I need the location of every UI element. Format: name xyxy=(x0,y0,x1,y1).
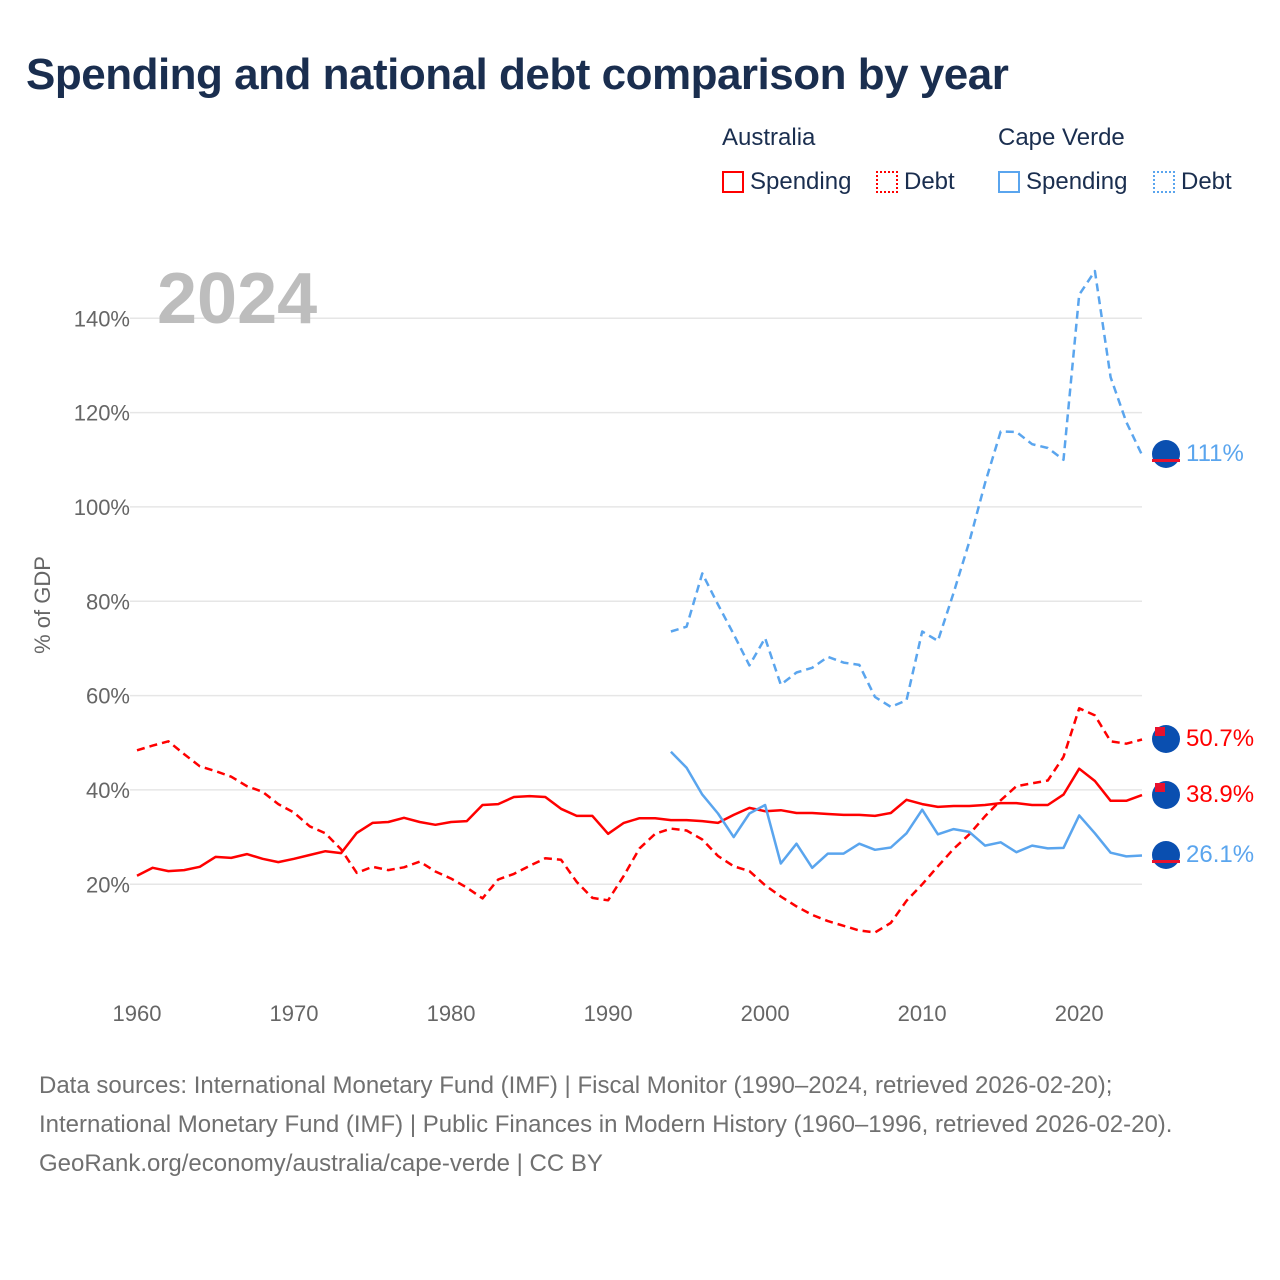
dotted-swatch-icon xyxy=(876,171,898,193)
flag-union-jack xyxy=(1155,727,1165,736)
end-value-label: 38.9% xyxy=(1186,781,1254,808)
legend-group-cape-verde: Cape Verde xyxy=(998,124,1125,151)
y-tick-label: 120% xyxy=(74,401,130,426)
end-value-label: 111% xyxy=(1186,440,1244,467)
cape-verde-flag-icon xyxy=(1152,841,1180,869)
credit-link[interactable]: GeoRank.org/economy/australia/cape-verde… xyxy=(39,1150,603,1177)
x-tick-label: 2010 xyxy=(898,1001,947,1026)
dotted-swatch-icon xyxy=(1153,171,1175,193)
x-tick-label: 1970 xyxy=(270,1001,319,1026)
data-sources: Data sources: International Monetary Fun… xyxy=(39,1072,1173,1138)
series-line-cape-verde-spending xyxy=(670,750,1143,870)
legend-label: Spending xyxy=(1026,168,1128,195)
y-tick-label: 140% xyxy=(74,306,130,331)
legend-label: Debt xyxy=(904,168,955,195)
flag-stripe xyxy=(1152,459,1180,462)
y-tick-label: 100% xyxy=(74,495,130,520)
legend-item-australia-debt[interactable]: Debt xyxy=(876,168,955,196)
legend-label: Spending xyxy=(750,168,852,195)
flag-union-jack xyxy=(1155,783,1165,792)
y-axis-label: % of GDP xyxy=(30,556,55,654)
end-value-label: 50.7% xyxy=(1186,725,1254,752)
y-tick-label: 20% xyxy=(86,872,130,897)
y-tick-label: 40% xyxy=(86,778,130,803)
y-tick-label: 80% xyxy=(86,589,130,614)
legend-label: Debt xyxy=(1181,168,1232,195)
cape-verde-flag-icon xyxy=(1152,440,1180,468)
series-line-australia-debt xyxy=(136,707,1143,934)
footer: Data sources: International Monetary Fun… xyxy=(39,1066,1239,1183)
x-tick-label: 2020 xyxy=(1055,1001,1104,1026)
x-tick-label: 1960 xyxy=(113,1001,162,1026)
x-tick-label: 1990 xyxy=(584,1001,633,1026)
y-tick-label: 60% xyxy=(86,684,130,709)
series-line-cape-verde-debt xyxy=(670,269,1144,709)
x-tick-label: 1980 xyxy=(427,1001,476,1026)
year-watermark: 2024 xyxy=(157,259,317,339)
solid-swatch-icon xyxy=(722,171,744,193)
chart-title: Spending and national debt comparison by… xyxy=(26,50,1009,99)
legend-item-cape-verde-spending[interactable]: Spending xyxy=(998,168,1127,196)
x-tick-label: 2000 xyxy=(741,1001,790,1026)
end-value-label: 26.1% xyxy=(1186,841,1254,868)
flag-stripe xyxy=(1152,860,1180,863)
solid-swatch-icon xyxy=(998,171,1020,193)
legend-group-australia: Australia xyxy=(722,124,816,151)
legend-item-australia-spending[interactable]: Spending xyxy=(722,168,851,196)
series-line-australia-spending xyxy=(136,767,1143,877)
legend-item-cape-verde-debt[interactable]: Debt xyxy=(1153,168,1232,196)
